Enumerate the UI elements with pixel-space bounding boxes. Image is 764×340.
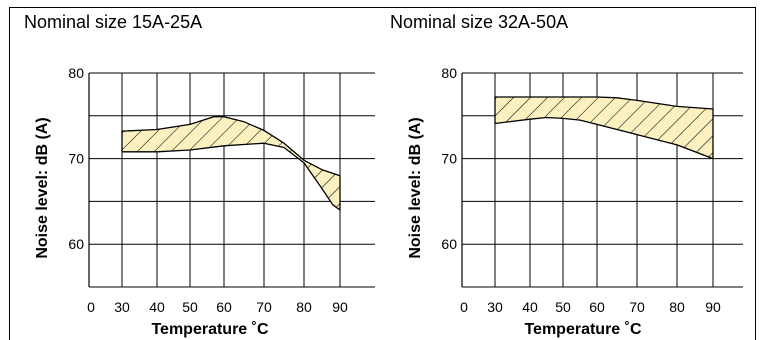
- x-tick-label: 0: [460, 299, 468, 315]
- x-tick-label: 30: [487, 299, 503, 315]
- x-tick-label: 80: [296, 299, 312, 315]
- x-tick-label: 40: [149, 299, 165, 315]
- x-tick-label: 0: [87, 299, 95, 315]
- x-tick-label: 60: [216, 299, 232, 315]
- x-tick-label: 80: [669, 299, 685, 315]
- x-tick-label: 30: [114, 299, 130, 315]
- x-tick-label: 60: [589, 299, 605, 315]
- y-axis-title: Noise level: dB (A): [407, 117, 424, 258]
- noise-chart-15a-25a: 80 70 60 0 30 40 50 60 70 80 90 Temperature ˚C Noise…: [0, 0, 373, 340]
- y-tick-label: 80: [68, 65, 84, 81]
- y-tick-label: 80: [441, 65, 457, 81]
- x-tick-label: 90: [332, 299, 348, 315]
- y-tick-label: 60: [68, 236, 84, 252]
- noise-band-area: [495, 97, 713, 159]
- x-tick-label: 50: [182, 299, 198, 315]
- y-tick-label: 70: [441, 151, 457, 167]
- x-tick-label: 40: [522, 299, 538, 315]
- x-tick-label: 90: [705, 299, 721, 315]
- y-axis-title: Noise level: dB (A): [34, 117, 51, 258]
- x-axis-title: Temperature ˚C: [524, 321, 642, 338]
- x-axis-title: Temperature ˚C: [151, 321, 269, 338]
- noise-chart-32a-50a: 80 70 60 0 30 40 50 60 70 80 90 Temperature ˚C Noise…: [373, 0, 764, 340]
- x-tick-label: 70: [629, 299, 645, 315]
- x-tick-label: 50: [555, 299, 571, 315]
- noise-band-area: [122, 117, 340, 210]
- y-tick-label: 70: [68, 151, 84, 167]
- y-tick-label: 60: [441, 236, 457, 252]
- x-tick-label: 70: [256, 299, 272, 315]
